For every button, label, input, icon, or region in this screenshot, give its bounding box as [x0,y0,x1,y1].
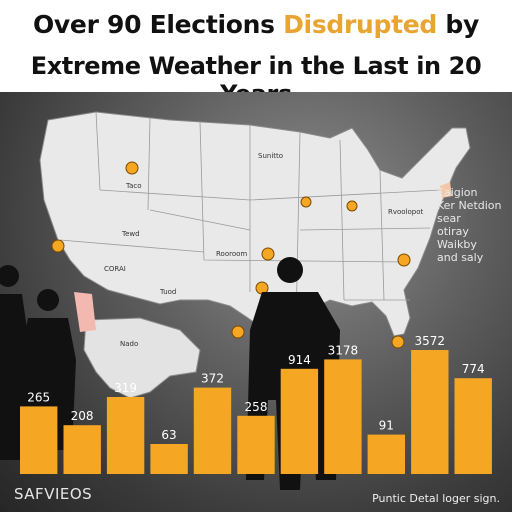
pin-icon [51,239,65,253]
alaska-shape [83,317,201,399]
bar [367,434,405,474]
title-accent: Disdrupted [283,10,438,39]
bars: 265 208 319 63 372 258 914 3178 91 3572 774 [20,334,492,474]
bar-value-label: 319 [114,381,137,395]
map-label: Taco [125,182,142,190]
bar [280,368,319,474]
bar [106,397,145,474]
state-borders [59,111,441,327]
us-map [39,111,471,399]
bar [454,378,492,474]
side-note-line: Eaigion [437,186,478,199]
pin-icon [391,335,405,349]
us-mainland-shape [39,111,471,337]
map-label: Nado [120,340,138,348]
pin-icon [397,253,411,267]
side-note-line: Waikby [437,238,477,251]
bar [63,425,101,474]
side-note: Eaigion Ker Netdion sear otiray Waikby a… [437,186,512,264]
title-post: by [437,10,480,39]
pin-icon [346,200,358,212]
bar [20,406,58,474]
bar-value-label: 258 [245,400,268,414]
pin-icon [300,196,312,208]
side-note-line: Ker Netdion [437,199,502,212]
chart-title-line1: Over 90 Elections Disdrupted by [0,10,512,39]
side-note-line: otiray [437,225,469,238]
map-label: Tewd [121,230,140,238]
map-label: Sunitto [258,152,283,160]
bar-value-label: 265 [27,390,50,404]
title-pre: Over 90 Elections [32,10,284,39]
pin-icon [125,161,139,175]
bar [411,350,449,474]
footer-brand: SAFVIEOS [14,485,93,503]
map-label: Tuod [159,288,176,296]
footer-caption: Puntic Detal loger sign. [372,492,500,505]
bar-value-label: 3178 [328,343,359,357]
pin-icon [261,247,275,261]
map-label: Rooroom [216,250,247,258]
bar-value-label: 208 [71,409,94,423]
highlighted-region [74,292,96,332]
bar-value-label: 372 [201,372,224,386]
side-note-line: sear [437,212,461,225]
pin-icon [231,325,245,339]
bar [193,387,232,474]
side-note-line: and saly [437,251,484,264]
bar-value-label: 63 [161,428,176,442]
bar-value-label: 91 [379,419,394,433]
bar-value-label: 774 [462,362,485,376]
bar [324,359,362,474]
bar-value-label: 3572 [415,334,446,348]
map-labels: Taco Tewd CORAI Tuod Nado Sunitto Rooroo… [104,152,424,348]
title-banner: Over 90 Elections Disdrupted by Extreme … [0,0,512,108]
map-label: Rvoolopot [388,208,424,216]
bar-value-label: 914 [288,353,311,367]
bar [237,415,275,474]
highlighted-region [440,182,452,198]
bar [150,444,188,474]
map-label: CORAI [104,265,126,273]
